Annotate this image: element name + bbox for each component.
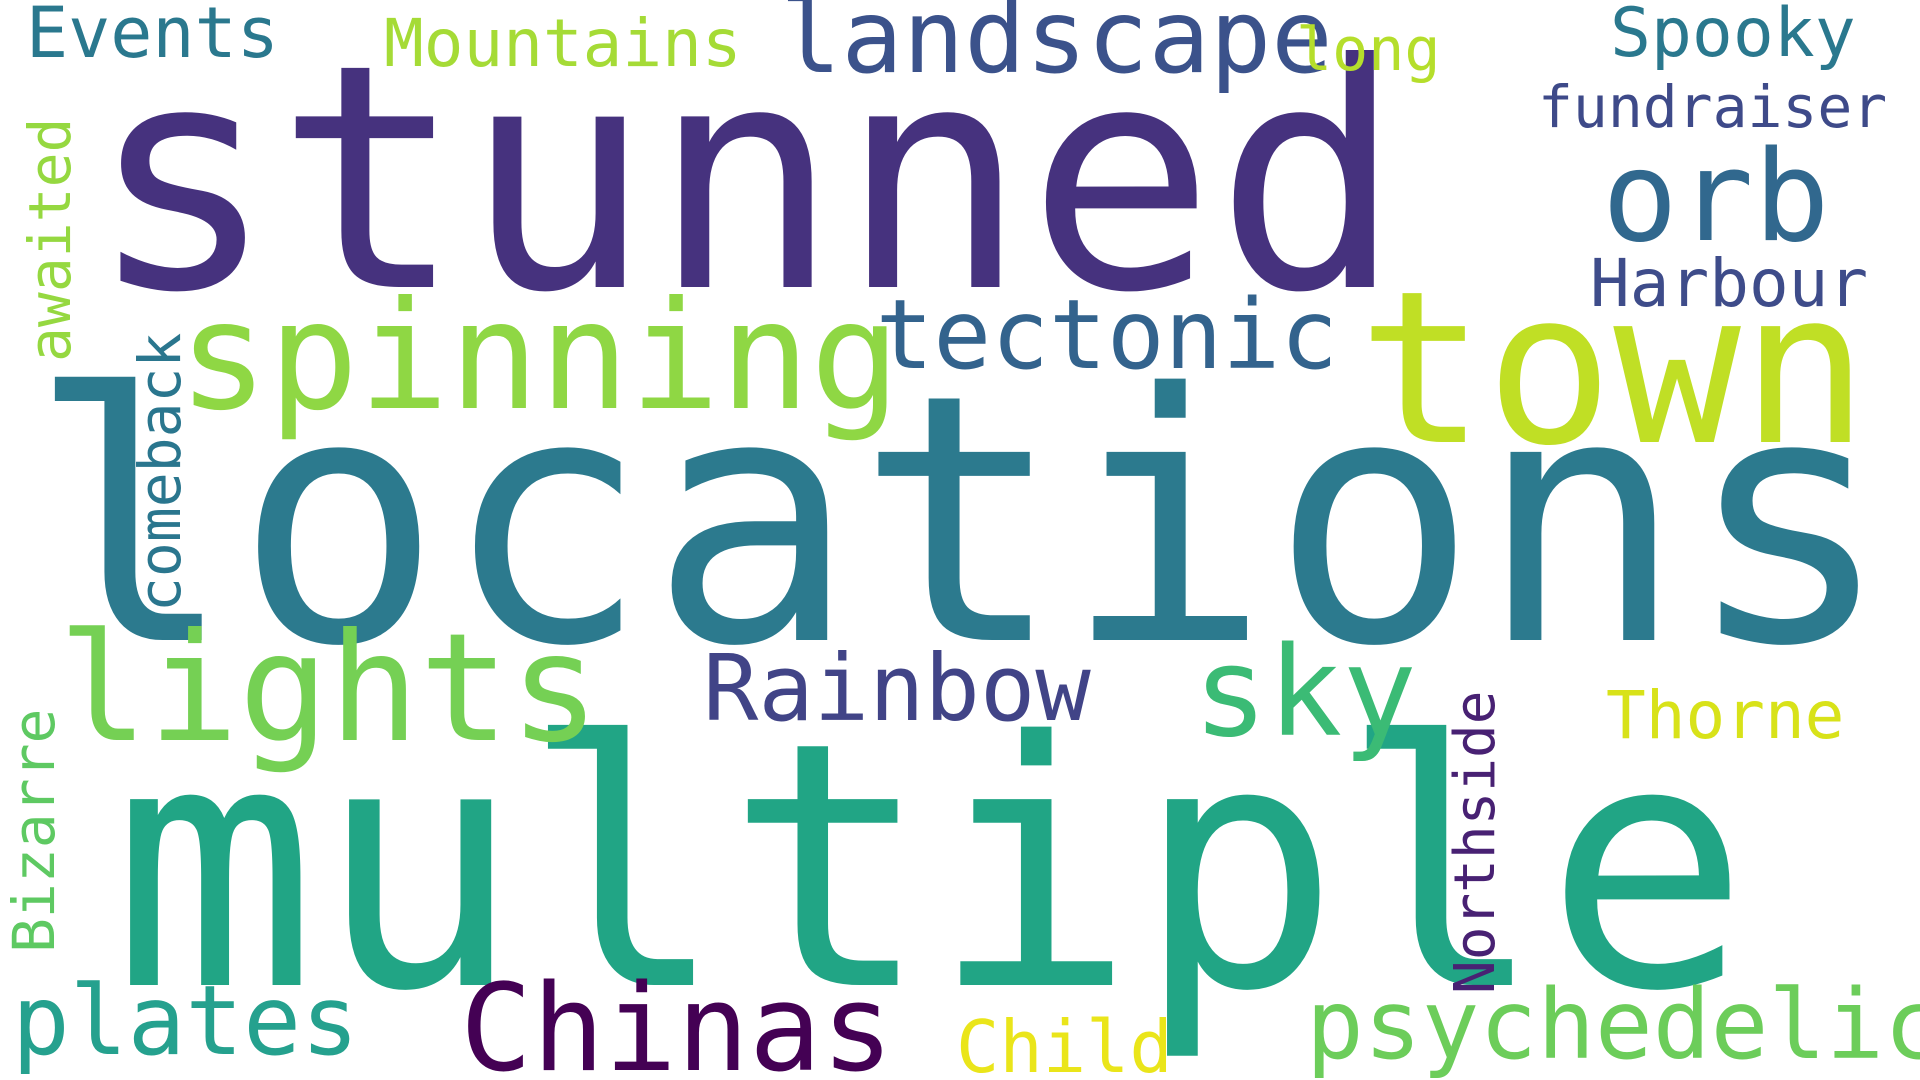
- word-tectonic: tectonic: [876, 279, 1338, 391]
- word-long: long: [1296, 15, 1441, 85]
- word-awaited: awaited: [16, 118, 84, 362]
- word-sky: sky: [1193, 621, 1417, 765]
- word-landscape: landscape: [780, 0, 1333, 97]
- word-orb: orb: [1602, 123, 1830, 270]
- word-child: Child: [956, 1005, 1173, 1080]
- word-locations: locations: [28, 322, 1892, 722]
- word-lights: lights: [58, 602, 600, 776]
- word-thorne: Thorne: [1606, 677, 1844, 754]
- word-stunned: stunned: [88, 0, 1403, 361]
- word-bizarre: Bizarre: [0, 709, 68, 953]
- word-events: Events: [26, 0, 279, 74]
- word-harbour: Harbour: [1590, 245, 1868, 322]
- word-spinning: spinning: [178, 270, 900, 444]
- word-mountains: Mountains: [384, 5, 742, 82]
- word-comeback: comeback: [126, 333, 194, 612]
- word-northside: Northside: [1443, 691, 1508, 994]
- word-fundraiser: fundraiser: [1538, 73, 1887, 141]
- word-psychedelic: psychedelic: [1306, 969, 1920, 1080]
- word-multiple: multiple: [112, 670, 1750, 1066]
- word-rainbow: Rainbow: [703, 635, 1091, 742]
- word-town: town: [1358, 245, 1869, 492]
- word-plates: plates: [12, 965, 359, 1077]
- word-chinas: Chinas: [460, 960, 893, 1080]
- word-spooky: Spooky: [1610, 0, 1856, 73]
